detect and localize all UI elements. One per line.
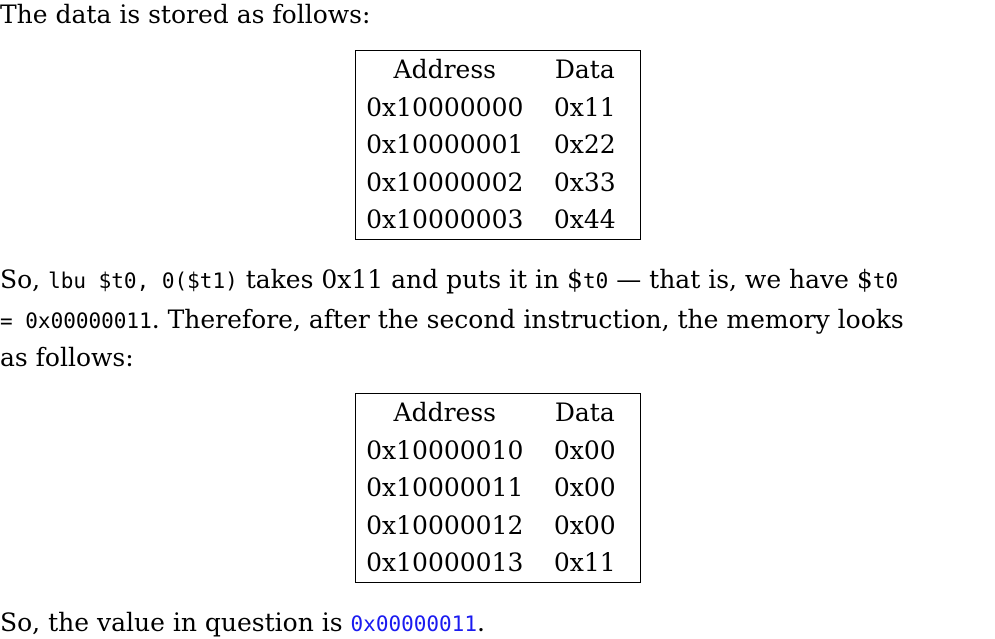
register-code: t0 (582, 269, 609, 293)
address-cell: 0x10000001 (366, 130, 524, 160)
address-cell: 0x10000013 (366, 548, 524, 578)
table-row: 0x10000011 0x00 (356, 469, 641, 507)
dash-text: — that is, we have $ (616, 265, 873, 294)
table-row: 0x10000000 0x11 (356, 89, 641, 127)
conclusion-prefix: So, the value in question is (0, 608, 343, 637)
intro-text: The data is stored as follows: (0, 0, 371, 29)
memory-table-after: Address Data 0x10000010 0x00 0x10000011 … (355, 393, 641, 583)
therefore-text: . Therefore, after the second instructio… (151, 305, 904, 334)
address-cell: 0x10000000 (366, 92, 524, 122)
table-row: 0x10000001 0x22 (356, 126, 641, 164)
data-cell: 0x11 (553, 92, 616, 122)
instruction-code: lbu $t0, 0($t1) (48, 269, 238, 293)
data-cell: 0x11 (553, 548, 616, 578)
table-row: 0x10000010 0x00 (356, 432, 641, 470)
address-cell: 0x10000010 (366, 435, 524, 465)
address-header: Address (393, 398, 497, 428)
table-header-row: Address Data (356, 394, 641, 432)
conclusion-suffix: . (476, 608, 485, 637)
address-cell: 0x10000002 (366, 167, 524, 197)
explanation-line-2: = 0x00000011. Therefore, after the secon… (0, 305, 904, 336)
takes-text: takes 0x11 and puts it in $ (245, 265, 583, 294)
conclusion-line: So, the value in question is 0x00000011. (0, 608, 485, 639)
data-cell: 0x00 (553, 473, 616, 503)
data-cell: 0x44 (553, 205, 616, 235)
address-cell: 0x10000003 (366, 205, 524, 235)
data-cell: 0x33 (553, 167, 616, 197)
data-cell: 0x22 (553, 130, 616, 160)
register-code: t0 (872, 269, 899, 293)
table-row: 0x10000002 0x33 (356, 164, 641, 202)
memory-table-initial: Address Data 0x10000000 0x11 0x10000001 … (355, 50, 641, 240)
explanation-line-1: So, lbu $t0, 0($t1) takes 0x11 and puts … (0, 265, 898, 296)
table-header-row: Address Data (356, 51, 641, 89)
data-cell: 0x00 (553, 435, 616, 465)
explanation-line-3: as follows: (0, 343, 134, 372)
data-cell: 0x00 (553, 510, 616, 540)
table-row: 0x10000012 0x00 (356, 507, 641, 545)
answer-value: 0x00000011 (350, 612, 477, 636)
so-text: So, (0, 265, 41, 294)
table-row: 0x10000013 0x11 (356, 544, 641, 582)
address-header: Address (393, 55, 497, 85)
data-header: Data (554, 55, 615, 85)
address-cell: 0x10000012 (366, 510, 524, 540)
value-code: = 0x00000011 (0, 309, 152, 333)
table-row: 0x10000003 0x44 (356, 201, 641, 239)
data-header: Data (554, 398, 615, 428)
address-cell: 0x10000011 (366, 473, 524, 503)
